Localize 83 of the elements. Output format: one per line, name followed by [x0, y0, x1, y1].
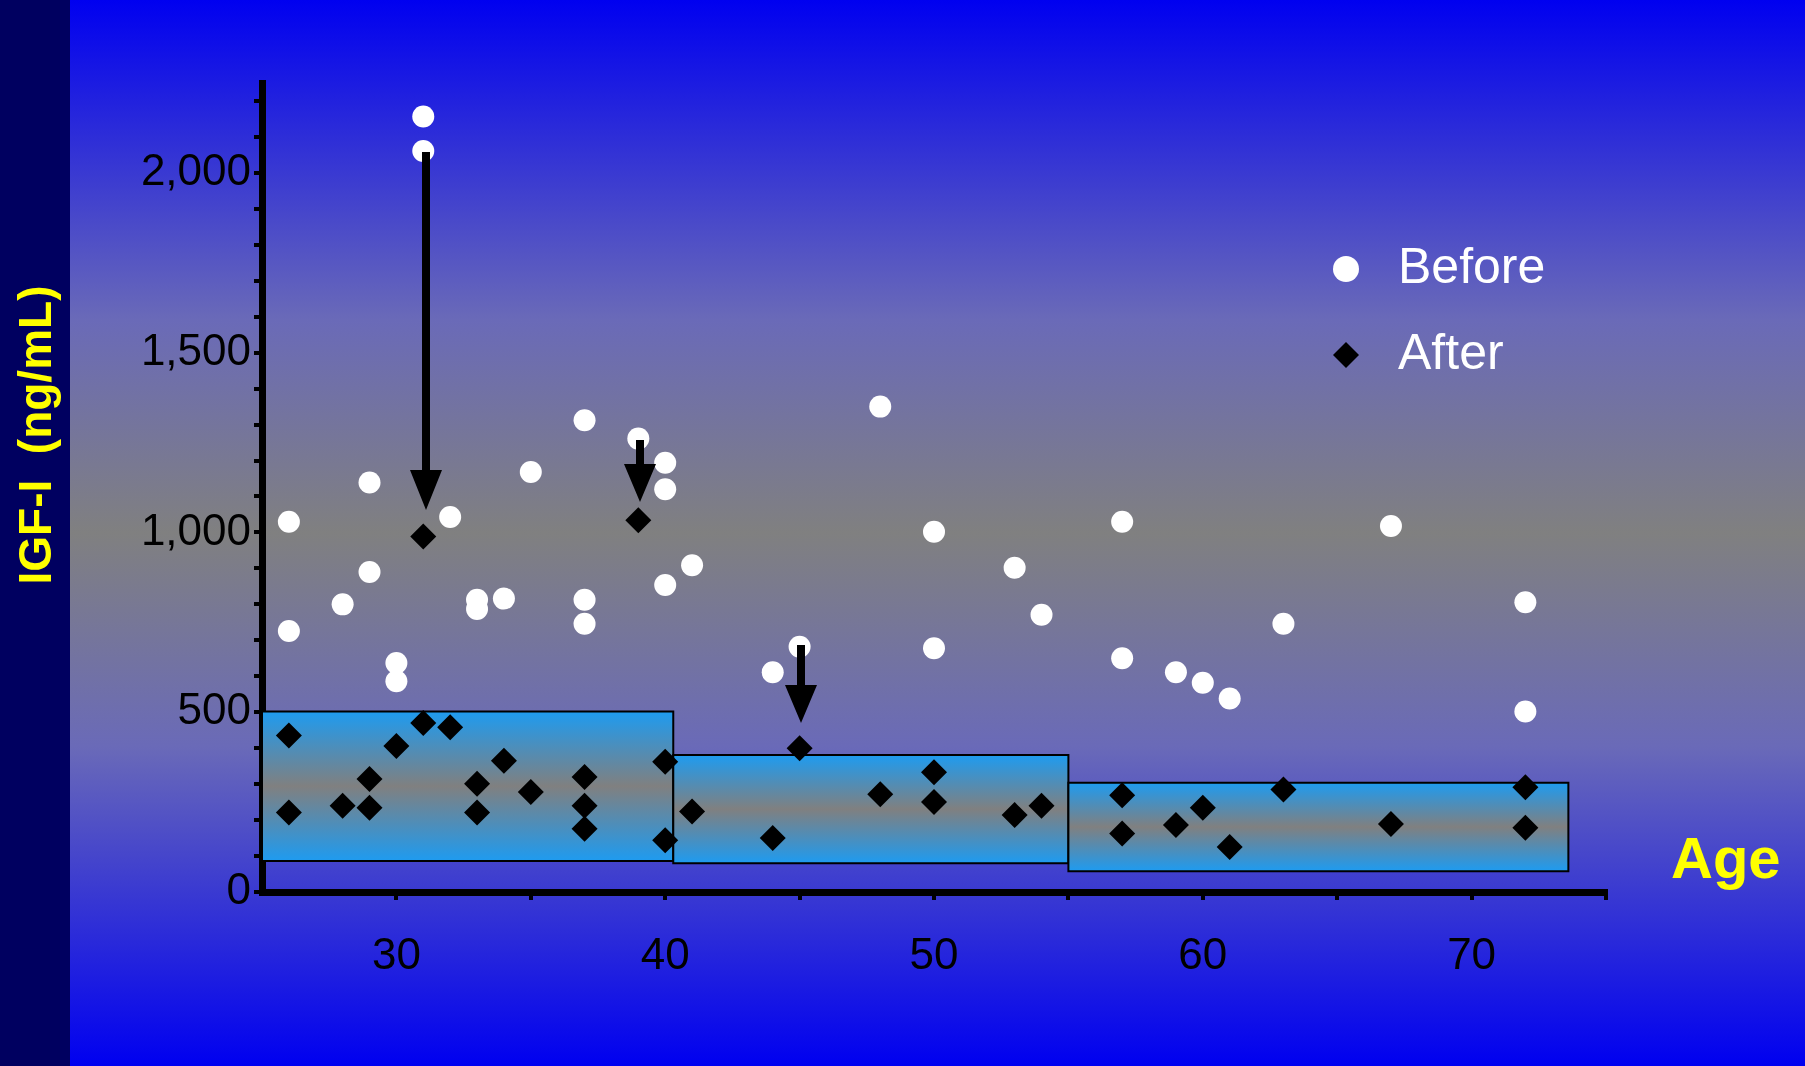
point	[358, 561, 381, 583]
point	[921, 759, 947, 786]
point	[1377, 811, 1404, 838]
point	[356, 766, 383, 793]
point	[654, 451, 677, 474]
point	[1272, 612, 1295, 635]
point	[1189, 794, 1216, 821]
point	[385, 651, 408, 674]
point	[1514, 700, 1537, 723]
legend-label: After	[1398, 323, 1504, 380]
point	[1111, 647, 1134, 670]
point	[277, 510, 300, 533]
point	[410, 710, 437, 737]
x-tick-label: 40	[640, 928, 690, 978]
point	[571, 815, 598, 842]
y-tick-label: 0	[226, 864, 251, 914]
point	[654, 573, 677, 596]
point	[1162, 812, 1189, 839]
x-tick-label: 70	[1447, 928, 1497, 978]
y-tick-label: 1,500	[140, 324, 251, 374]
y-tick-label: 500	[177, 684, 251, 734]
point	[759, 825, 786, 852]
point	[654, 478, 677, 501]
point	[571, 792, 598, 819]
point	[1001, 802, 1028, 829]
point	[921, 789, 947, 816]
point	[652, 748, 679, 775]
point	[761, 661, 784, 684]
point	[571, 763, 598, 790]
x-axis-title: Age	[1671, 825, 1781, 890]
point	[1003, 556, 1026, 579]
point	[786, 735, 813, 762]
point	[517, 779, 544, 806]
point	[1028, 792, 1055, 819]
point	[625, 507, 652, 534]
point	[1216, 834, 1243, 861]
point	[519, 461, 542, 484]
point	[1030, 603, 1053, 626]
point	[490, 747, 517, 774]
point	[679, 798, 706, 825]
point	[573, 588, 596, 611]
point	[464, 770, 491, 797]
point	[1512, 814, 1539, 841]
point	[329, 792, 356, 819]
point	[439, 505, 462, 528]
point	[923, 520, 945, 543]
x-tick-label: 60	[1178, 928, 1228, 978]
point	[464, 799, 491, 826]
point	[923, 637, 945, 660]
point	[410, 523, 437, 550]
point	[573, 612, 596, 635]
point	[275, 799, 302, 826]
point	[437, 714, 464, 741]
point	[869, 395, 892, 418]
y-tick-label: 1,000	[140, 504, 251, 554]
x-tick-label: 30	[371, 928, 421, 978]
point	[1191, 671, 1214, 694]
point	[356, 794, 383, 821]
point	[1109, 782, 1136, 809]
point	[277, 619, 300, 642]
point	[492, 587, 515, 610]
point	[573, 409, 596, 432]
point	[1164, 661, 1187, 684]
point	[383, 733, 410, 760]
point	[1109, 820, 1136, 847]
point	[867, 781, 894, 808]
point	[275, 722, 302, 749]
point	[1379, 514, 1402, 537]
point	[1514, 591, 1537, 614]
point	[331, 593, 354, 616]
point	[412, 105, 435, 128]
point	[1512, 774, 1539, 801]
point	[1270, 776, 1297, 803]
x-tick-label: 50	[909, 928, 959, 978]
y-tick-label: 2,000	[140, 145, 251, 195]
point	[652, 827, 679, 854]
y-axis-title: IGF-I (ng/mL)	[8, 285, 61, 585]
point	[681, 554, 704, 577]
point	[385, 670, 408, 693]
point	[358, 471, 381, 494]
point	[1218, 687, 1241, 710]
point	[1111, 510, 1134, 533]
legend-label: Before	[1398, 237, 1546, 294]
